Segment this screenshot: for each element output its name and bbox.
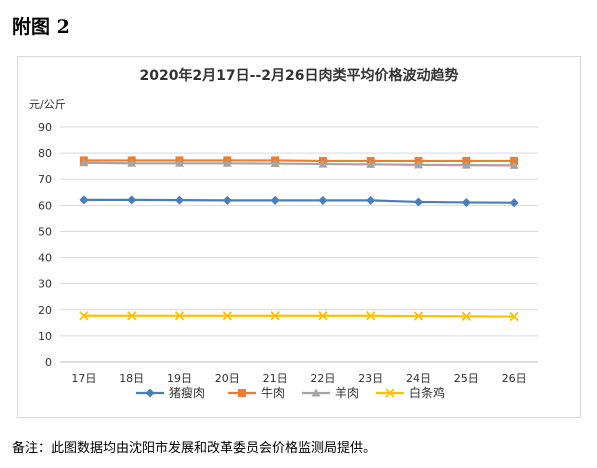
x-tick-label: 18日 <box>119 372 144 385</box>
x-tick-label: 20日 <box>215 372 240 385</box>
legend-item: 羊肉 <box>302 385 359 400</box>
legend-marker <box>238 389 246 397</box>
data-point <box>414 160 423 169</box>
legend-label: 白条鸡 <box>409 385 445 400</box>
data-point <box>509 160 519 169</box>
data-point <box>127 158 137 167</box>
legend-label: 羊肉 <box>335 385 359 400</box>
x-tick-label: 24日 <box>406 372 431 385</box>
series-layer <box>79 156 519 322</box>
data-point <box>270 159 280 168</box>
legend-item: 白条鸡 <box>376 385 445 400</box>
y-tick-label: 20 <box>38 304 52 317</box>
y-tick-label: 40 <box>38 252 52 265</box>
y-tick-label: 50 <box>38 225 52 238</box>
y-tick-label: 0 <box>45 356 52 369</box>
y-tick-label: 70 <box>38 173 52 186</box>
data-point <box>127 311 137 321</box>
data-point <box>222 158 232 167</box>
x-tick-label: 19日 <box>167 372 192 385</box>
y-tick-label: 30 <box>38 278 52 291</box>
data-point <box>222 195 232 205</box>
series-line <box>83 314 515 318</box>
data-point <box>318 195 328 205</box>
legend-marker <box>311 388 321 397</box>
y-tick-label: 90 <box>38 121 52 134</box>
data-point <box>461 160 471 169</box>
x-tick-label: 17日 <box>71 372 96 385</box>
line-chart: 2020年2月17日--2月26日肉类平均价格波动趋势 元/公斤 0 10 20 30… <box>29 67 538 400</box>
y-tick-label: 60 <box>38 199 52 212</box>
legend-item: 牛肉 <box>228 385 285 400</box>
data-point <box>318 311 328 321</box>
legend-marker <box>145 388 155 398</box>
data-point <box>270 195 280 205</box>
x-tick-label: 26日 <box>502 372 527 385</box>
data-point <box>222 311 232 321</box>
y-tick-label: 10 <box>38 330 52 343</box>
x-tick-label: 23日 <box>358 372 383 385</box>
data-point <box>318 159 328 168</box>
chart-frame: 2020年2月17日--2月26日肉类平均价格波动趋势 元/公斤 0 10 20 30… <box>17 56 581 418</box>
grid-layer <box>60 126 538 337</box>
data-point <box>79 311 89 321</box>
data-point <box>175 158 184 167</box>
data-point <box>270 311 280 321</box>
data-point <box>414 197 423 207</box>
data-point <box>461 197 471 207</box>
data-point <box>79 195 89 205</box>
axis-layer: 0 10 20 30 40 50 60 70 80 90 17日 18日 19日 20日 21日 22日 23日… <box>38 121 538 385</box>
series-line <box>83 161 515 167</box>
data-point <box>366 311 376 321</box>
x-tick-label: 25日 <box>454 372 479 385</box>
data-point <box>413 311 424 321</box>
y-axis-unit-label: 元/公斤 <box>29 98 66 111</box>
data-point <box>366 195 376 205</box>
data-point <box>127 195 137 205</box>
legend: 猪瘦肉 牛肉 羊肉 白条鸡 <box>136 385 445 400</box>
x-tick-label: 21日 <box>263 372 288 385</box>
data-point <box>174 311 185 321</box>
legend-marker <box>385 388 395 398</box>
data-point <box>461 311 471 321</box>
chart-title: 2020年2月17日--2月26日肉类平均价格波动趋势 <box>139 67 458 84</box>
legend-label: 牛肉 <box>261 385 285 400</box>
footnote: 备注：此图数据均由沈阳市发展和改革委员会价格监测局提供。 <box>12 441 377 456</box>
series-line <box>83 159 515 163</box>
data-point <box>175 195 184 205</box>
page-heading: 附图 2 <box>12 16 70 38</box>
data-point <box>79 158 89 167</box>
data-point <box>509 198 519 208</box>
data-point <box>509 311 519 322</box>
y-tick-label: 80 <box>38 147 52 160</box>
series-line <box>83 198 515 204</box>
data-point <box>366 159 376 168</box>
x-tick-label: 22日 <box>310 372 335 385</box>
legend-label: 猪瘦肉 <box>169 385 205 400</box>
legend-item: 猪瘦肉 <box>136 385 205 400</box>
